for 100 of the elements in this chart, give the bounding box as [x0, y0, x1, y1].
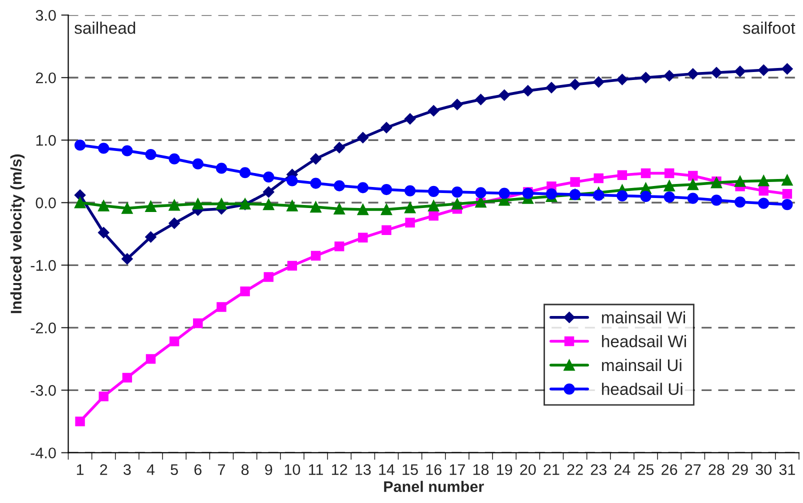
point	[734, 196, 746, 208]
point	[98, 392, 108, 402]
x-tick-label: 12	[332, 464, 348, 475]
point	[782, 189, 792, 199]
point	[498, 90, 510, 101]
y-tick-label: -3.0	[30, 385, 56, 396]
point	[145, 231, 156, 243]
point	[168, 200, 180, 211]
point	[616, 190, 628, 202]
legend-label: headsail Wi	[602, 335, 686, 348]
point	[428, 210, 438, 221]
point	[216, 162, 228, 174]
x-axis-title: Panel number	[384, 480, 484, 492]
point	[617, 170, 628, 180]
point	[616, 74, 628, 86]
x-tick-label: 25	[638, 464, 654, 476]
y-tick-label: -1.0	[30, 260, 56, 271]
point	[145, 200, 156, 212]
point	[193, 318, 203, 328]
point	[145, 148, 156, 160]
point	[380, 204, 392, 216]
point	[146, 354, 156, 364]
point	[380, 184, 392, 196]
x-tick-label: 21	[544, 464, 560, 475]
point	[522, 85, 534, 96]
point	[357, 132, 369, 144]
point	[710, 194, 722, 206]
point	[98, 227, 110, 238]
x-tick-label: 9	[265, 464, 272, 476]
y-tick-label: -2.0	[30, 322, 56, 334]
x-tick-label: 22	[567, 464, 583, 475]
point	[640, 190, 652, 202]
x-tick-label: 19	[497, 464, 512, 476]
x-tick-label: 11	[308, 464, 323, 475]
x-tick-label: 5	[170, 464, 178, 476]
point	[734, 66, 746, 77]
x-tick-label: 31	[779, 464, 795, 476]
x-tick-label: 16	[426, 464, 442, 476]
point	[593, 76, 604, 88]
point	[782, 198, 793, 210]
point	[782, 174, 793, 186]
point	[263, 198, 274, 210]
point	[122, 145, 133, 156]
x-tick-label: 28	[708, 464, 724, 476]
point	[239, 167, 251, 178]
point	[98, 142, 110, 154]
point	[263, 171, 274, 183]
point	[358, 232, 368, 243]
point	[782, 63, 793, 74]
point	[382, 225, 392, 236]
point	[475, 187, 486, 198]
point	[594, 173, 604, 184]
x-tick-label: 27	[685, 464, 701, 475]
point	[74, 140, 86, 151]
point	[734, 176, 746, 187]
point	[664, 180, 675, 192]
point	[122, 253, 133, 265]
point	[758, 175, 770, 186]
y-tick-label: -4.0	[30, 448, 56, 458]
x-tick-label: 30	[756, 464, 772, 476]
point	[263, 186, 274, 198]
point	[758, 198, 770, 209]
y-tick-label: 3.0	[36, 10, 56, 21]
point	[758, 64, 770, 76]
y-tick-label: 0.0	[36, 198, 56, 208]
point	[664, 191, 675, 203]
legend-label: headsail Ui	[602, 382, 682, 396]
point	[546, 188, 558, 200]
point	[593, 190, 604, 201]
point	[546, 82, 558, 94]
point	[452, 198, 463, 210]
annotation: sailhead	[74, 22, 136, 34]
point	[310, 250, 321, 261]
point	[688, 170, 698, 181]
point	[687, 178, 698, 190]
point	[310, 201, 322, 213]
x-tick-label: 13	[356, 464, 371, 476]
point	[286, 200, 298, 212]
point	[310, 153, 322, 164]
x-tick-label: 23	[590, 464, 606, 476]
point	[192, 198, 204, 210]
y-tick-label: 1.0	[36, 134, 56, 146]
point	[192, 158, 204, 170]
x-tick-label: 1	[76, 464, 84, 475]
legend-label: mainsail Wi	[602, 311, 685, 324]
point	[380, 122, 392, 134]
point	[428, 186, 440, 197]
point	[240, 286, 250, 296]
point	[122, 372, 132, 383]
point	[75, 416, 85, 426]
legend-label: mainsail Ui	[602, 358, 682, 372]
x-tick-label: 7	[218, 464, 225, 475]
point	[334, 142, 345, 154]
x-tick-label: 4	[146, 464, 155, 475]
point	[758, 186, 768, 196]
point	[168, 153, 180, 164]
point	[570, 177, 580, 187]
x-tick-label: 15	[402, 464, 418, 476]
x-tick-label: 6	[194, 464, 202, 476]
x-tick-label: 26	[662, 464, 678, 476]
